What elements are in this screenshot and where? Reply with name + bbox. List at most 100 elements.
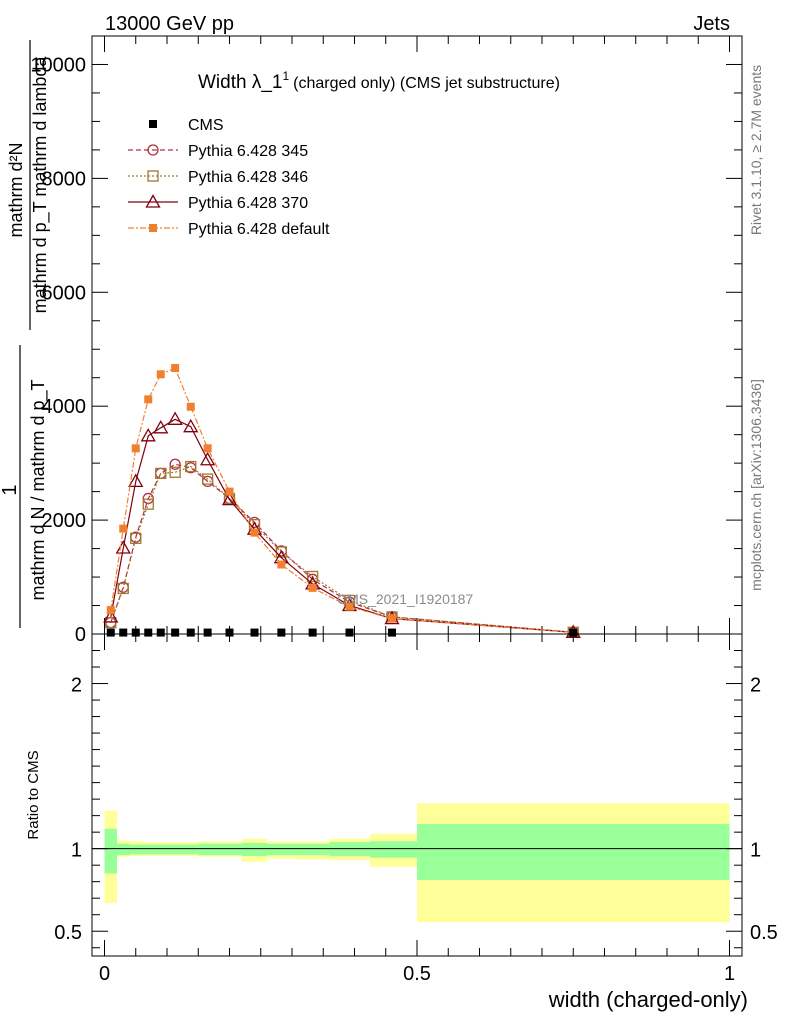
series-pythia-6-428-default: [106, 364, 578, 637]
legend-label: Pythia 6.428 345: [188, 143, 308, 160]
data-point: [308, 583, 317, 592]
legend-marker: [149, 224, 157, 232]
main-ytick-label: 0: [75, 624, 86, 646]
data-point: [169, 466, 181, 478]
ratio-band-inner: [198, 843, 217, 856]
data-point: [130, 532, 142, 544]
main-ytick-label: 10000: [30, 54, 86, 76]
main-ytick-label: 8000: [42, 168, 87, 190]
analysis-id: CMS_2021_I1920187: [337, 591, 473, 607]
data-point: [144, 628, 153, 637]
legend-entry: Pythia 6.428 370: [128, 194, 308, 212]
ratio-band-inner: [117, 843, 130, 856]
ratio-ytick-label: 0.5: [54, 922, 82, 944]
ratio-band-inner: [267, 843, 296, 856]
data-point: [250, 528, 259, 537]
ratio-band-inner: [242, 842, 267, 857]
legend-marker: [145, 194, 161, 208]
plot-title-sup: 1: [282, 69, 289, 83]
data-point: [103, 609, 119, 623]
xlabel: width (charged-only): [548, 987, 748, 1012]
data-point: [156, 370, 165, 379]
series-pythia-6-428-346: [105, 460, 579, 638]
data-point: [156, 628, 165, 637]
legend-label: Pythia 6.428 370: [188, 195, 308, 212]
ratio-xtick-label: 0: [99, 963, 110, 985]
ratio-y-axis: 0.5 0.5 1 1 2 2: [54, 633, 778, 949]
data-point: [277, 628, 286, 637]
data-point: [200, 451, 216, 466]
ratio-band-inner: [295, 843, 330, 856]
ratio-x-axis: 0 0.5 1: [99, 634, 735, 985]
data-point: [308, 628, 317, 637]
legend-entry: Pythia 6.428 default: [128, 221, 330, 238]
data-point: [203, 444, 212, 453]
data-point: [201, 473, 214, 485]
data-point: [169, 458, 181, 470]
category-label: Jets: [693, 13, 730, 35]
data-point: [345, 602, 354, 611]
data-point: [140, 427, 156, 442]
plot-title-main: Width λ_1: [198, 72, 282, 93]
energy-label: 13000 GeV pp: [105, 13, 234, 35]
ratio-band-inner: [142, 844, 155, 855]
legend-marker: [147, 144, 159, 156]
data-point: [203, 628, 212, 637]
rivet-info: Rivet 3.1.10, ≥ 2.7M events: [748, 65, 764, 235]
ylabel-frac-num: mathrm d²N: [6, 142, 26, 237]
legend-label: Pythia 6.428 default: [188, 221, 330, 238]
series-cms: [106, 628, 578, 637]
data-point: [106, 628, 115, 637]
ratio-band-inner: [104, 828, 117, 874]
ratio-band-inner: [370, 841, 417, 858]
data-point: [277, 560, 286, 569]
ratio-band-inner: [129, 844, 142, 855]
series-line: [110, 463, 574, 633]
data-point: [186, 628, 195, 637]
data-point: [185, 460, 197, 473]
data-point: [119, 524, 128, 533]
data-point: [345, 628, 354, 637]
data-point: [388, 628, 396, 637]
data-point: [131, 444, 140, 453]
data-point: [155, 467, 167, 480]
ylabel-frac-den: mathrm d p_T mathrm d lambda: [30, 56, 51, 314]
main-ytick-label: 6000: [42, 282, 87, 304]
data-point: [105, 616, 117, 629]
data-point: [569, 628, 578, 637]
data-point: [117, 582, 129, 595]
data-point: [105, 616, 117, 629]
data-point: [128, 473, 144, 488]
data-point: [142, 498, 154, 510]
ylabel-rest: mathrm d N / mathrm d p_T: [28, 379, 49, 600]
ratio-bands: [104, 803, 730, 923]
ratio-xtick-label: 1: [724, 963, 735, 985]
data-point: [225, 628, 234, 637]
main-y-axis: 0 2000 4000 6000 8000 10000: [30, 35, 742, 646]
legend-entry: Pythia 6.428 346: [128, 169, 308, 186]
ratio-ytick-label-right: 2: [750, 675, 761, 697]
legend-marker: [147, 170, 159, 182]
data-point: [183, 418, 199, 433]
plot-title-rest: (charged only) (CMS jet substructure): [293, 75, 560, 92]
legend-label: CMS: [188, 117, 224, 134]
ratio-plot-panel: 0.5 0.51 12 2 0 0.5 1 Ratio to CMS width (cha…: [25, 633, 778, 1012]
data-point: [119, 628, 128, 637]
data-point: [106, 606, 115, 615]
ratio-ylabel: Ratio to CMS: [25, 750, 42, 839]
legend-label: Pythia 6.428 346: [188, 169, 308, 186]
legend-entry: CMS: [149, 117, 224, 134]
data-point: [131, 628, 140, 637]
data-point: [171, 364, 180, 373]
data-point: [388, 614, 396, 623]
series-line: [110, 418, 574, 633]
data-point: [144, 395, 153, 404]
series-layer: [103, 364, 581, 638]
main-y-label: 1 mathrm d²N mathrm d p_T mathrm d lambd…: [0, 40, 51, 628]
ylabel-top: 1: [0, 484, 21, 495]
main-ytick-label: 2000: [42, 510, 87, 532]
data-point: [250, 628, 259, 637]
legend: CMS Pythia 6.428 345 Pythia 6.428 346 Pythi…: [128, 117, 330, 238]
